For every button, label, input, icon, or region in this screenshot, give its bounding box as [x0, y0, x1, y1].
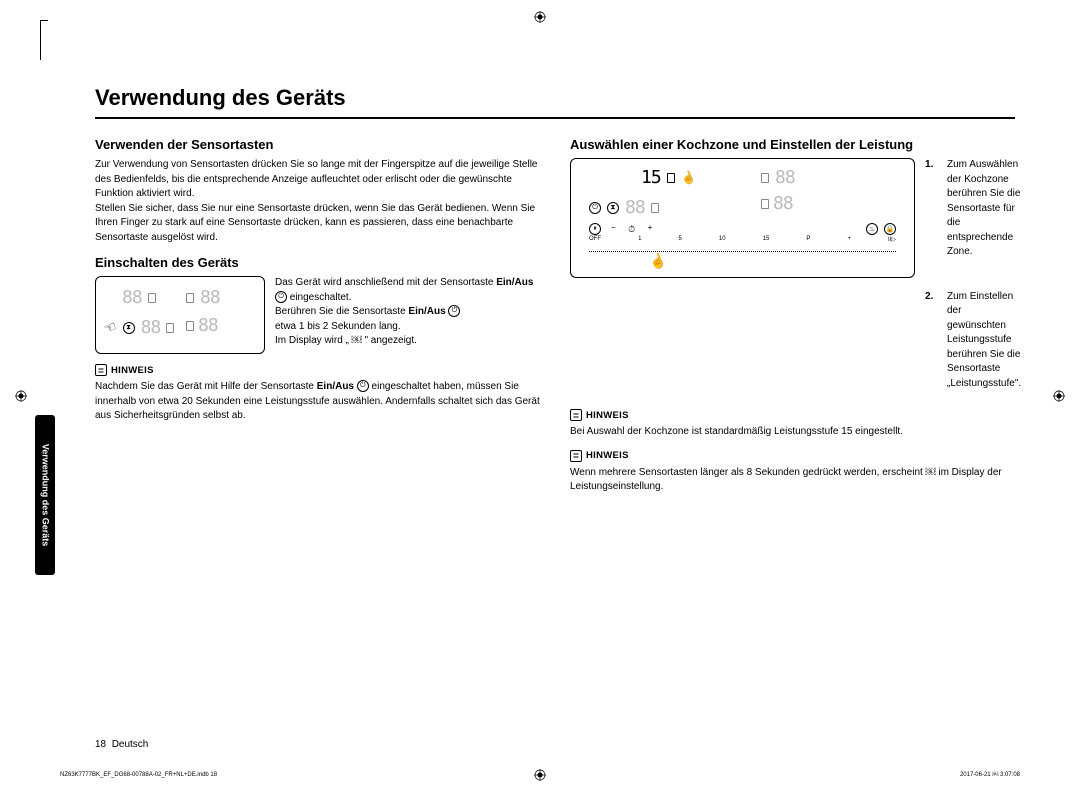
section-tab-label: Verwendung des Geräts: [40, 444, 50, 547]
zone-icon: [761, 199, 769, 209]
step-item: Zum Auswählen der Kochzone berühren Sie …: [925, 158, 1021, 260]
power-on-description: Das Gerät wird anschließend mit der Sens…: [275, 276, 540, 349]
zone-icon: [148, 293, 156, 303]
power-slider: ⏸ − ⏱ + ♨ 🔒 OFF 1 5 1: [589, 239, 896, 263]
display-segment: 88: [625, 197, 645, 218]
display-segment: 88: [773, 193, 793, 214]
section-heading-sensortasten: Verwenden der Sensortasten: [95, 137, 540, 152]
hinweis-label: HINWEIS: [111, 365, 154, 376]
section-heading-kochzone: Auswählen einer Kochzone und Einstellen …: [570, 137, 1015, 152]
page-title: Verwendung des Geräts: [95, 85, 1015, 119]
hinweis-row: ≣ HINWEIS: [570, 450, 1015, 462]
display-segment-active: 15: [641, 167, 661, 188]
slider-scale: OFF 1 5 10 15 P + II▷: [589, 236, 896, 243]
slider-right-icons: ♨ 🔒: [866, 223, 896, 235]
touch-hand-icon: ☝: [679, 168, 698, 186]
boost-icon: ♨: [866, 223, 878, 235]
section-heading-einschalten: Einschalten des Geräts: [95, 255, 540, 270]
note-icon: ≣: [95, 364, 107, 376]
power-ref-icon: ⏻: [357, 380, 369, 392]
zone-icon: [186, 293, 194, 303]
language-label: Deutsch: [112, 739, 149, 750]
step-item: Zum Einstellen der gewünschten Leistungs…: [925, 290, 1021, 392]
hinweis-label: HINWEIS: [586, 410, 629, 421]
hinweis-body: Nachdem Sie das Gerät mit Hilfe der Sens…: [95, 380, 540, 424]
section-tab: Verwendung des Geräts: [35, 415, 55, 575]
zone-icon: [651, 203, 659, 213]
zone-icon: [761, 173, 769, 183]
page-number: 18: [95, 739, 106, 750]
display-segment: 88: [198, 315, 218, 336]
minus-icon: −: [611, 223, 616, 235]
display-segment: 88: [122, 287, 142, 308]
zone-icon: [667, 173, 675, 183]
control-panel-graphic-zone: 15 ☝ 88 ⏻ ⧗ 88: [570, 158, 915, 278]
display-segment: 88: [141, 317, 161, 338]
page-footer-left: 18 Deutsch: [95, 739, 148, 750]
power-icon: ⏻: [589, 202, 601, 214]
note-icon: ≣: [570, 450, 582, 462]
lock-icon: 🔒: [884, 223, 896, 235]
pause-icon: ⏸: [589, 223, 601, 235]
sensortasten-body: Zur Verwendung von Sensortasten drücken …: [95, 158, 540, 245]
display-segment: 88: [200, 287, 220, 308]
hinweis-body: Bei Auswahl der Kochzone ist standardmäß…: [570, 425, 1015, 440]
left-column: Verwenden der Sensortasten Zur Verwendun…: [95, 133, 540, 505]
registration-mark-right: [1053, 389, 1065, 401]
power-ref-icon: ⏻: [275, 291, 287, 303]
plus-icon: +: [648, 223, 653, 235]
print-timestamp: 2017-06-21 ￼ 3:07:08: [960, 772, 1020, 778]
slider-left-icons: ⏸ − ⏱ +: [589, 223, 652, 235]
print-filename: NZ63K7777BK_EF_DG68-00788A-02_FR+NL+DE.i…: [60, 772, 217, 778]
hinweis-label: HINWEIS: [586, 450, 629, 461]
touch-hand-icon: ☜: [101, 317, 119, 337]
zone-icon: [166, 323, 174, 333]
control-panel-graphic-power: 88 88 ☜ ⧗ 88 88: [95, 276, 265, 354]
right-column: Auswählen einer Kochzone und Einstellen …: [570, 133, 1015, 505]
registration-mark-left: [15, 389, 27, 401]
steps-list: Zum Auswählen der Kochzone berühren Sie …: [925, 158, 1021, 399]
hinweis-row: ≣ HINWEIS: [570, 409, 1015, 421]
crop-mark: [40, 20, 48, 60]
note-icon: ≣: [570, 409, 582, 421]
zone-icon: [186, 321, 194, 331]
timer-icon: ⧗: [607, 202, 619, 214]
hinweis-body: Wenn mehrere Sensortasten länger als 8 S…: [570, 466, 1015, 495]
touch-hand-icon: ☝: [647, 251, 669, 273]
timer-small-icon: ⏱: [626, 223, 638, 235]
display-segment: 88: [775, 167, 795, 188]
registration-mark-top: [534, 10, 546, 22]
timer-icon: ⧗: [123, 322, 135, 334]
power-ref-icon: ⏻: [448, 305, 460, 317]
hinweis-row: ≣ HINWEIS: [95, 364, 540, 376]
